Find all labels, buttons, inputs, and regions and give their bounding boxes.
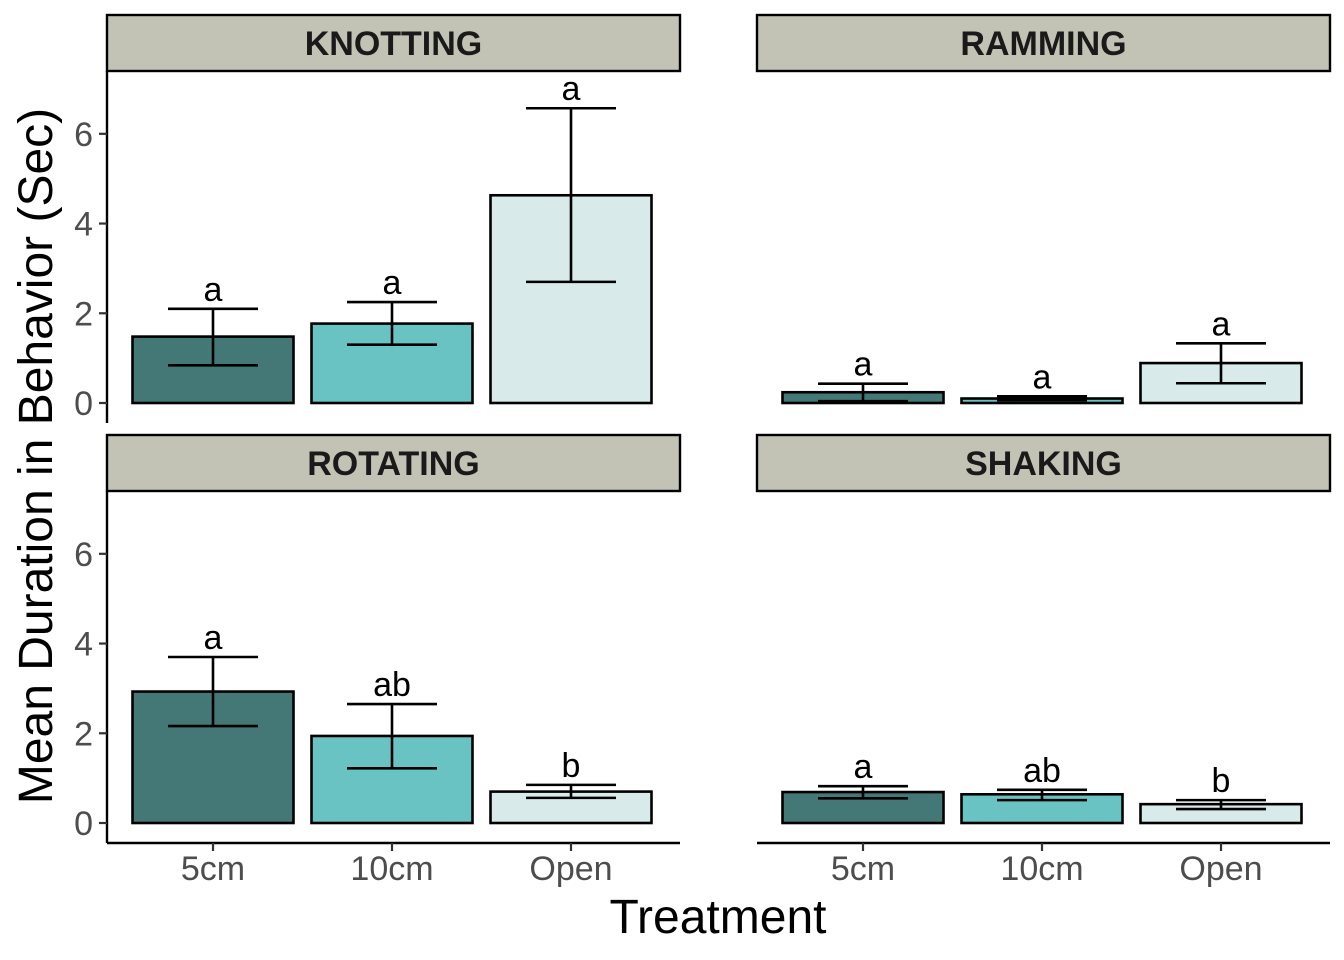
y-axis-title: Mean Duration in Behavior (Sec)	[10, 108, 63, 804]
y-tick-label: 4	[74, 626, 93, 664]
x-axis-title: Treatment	[610, 891, 827, 944]
x-tick-label: 10cm	[350, 850, 433, 888]
significance-letter: b	[1212, 762, 1231, 800]
panel-strip	[755, 13, 1332, 73]
panel-strip	[105, 13, 682, 73]
x-tick-label: Open	[529, 850, 612, 888]
significance-letter: a	[204, 271, 223, 309]
panel-title: KNOTTING	[305, 25, 483, 63]
panel-title: RAMMING	[960, 25, 1126, 63]
panel-strip	[755, 433, 1332, 493]
bar	[131, 690, 295, 825]
significance-letter: a	[854, 346, 873, 384]
x-tick-label: 10cm	[1000, 850, 1083, 888]
x-tick-label: 5cm	[831, 850, 895, 888]
panel-title: ROTATING	[307, 445, 480, 483]
x-tick-label: 5cm	[181, 850, 245, 888]
significance-letter: ab	[373, 666, 411, 704]
y-tick-label: 2	[74, 295, 93, 333]
x-tick-label: Open	[1179, 850, 1262, 888]
significance-letter: a	[562, 70, 581, 108]
y-tick-label: 0	[74, 385, 93, 423]
panel-strip	[105, 433, 682, 493]
significance-letter: a	[1212, 305, 1231, 343]
significance-letter: b	[562, 747, 581, 785]
significance-letter: a	[854, 748, 873, 786]
panel-title: SHAKING	[965, 445, 1122, 483]
y-tick-label: 2	[74, 715, 93, 753]
significance-letter: ab	[1023, 752, 1061, 790]
y-tick-label: 0	[74, 805, 93, 843]
significance-letter: a	[383, 264, 402, 302]
y-tick-label: 6	[74, 116, 93, 154]
significance-letter: a	[204, 619, 223, 657]
y-tick-label: 4	[74, 206, 93, 244]
y-tick-label: 6	[74, 536, 93, 574]
significance-letter: a	[1033, 358, 1052, 396]
